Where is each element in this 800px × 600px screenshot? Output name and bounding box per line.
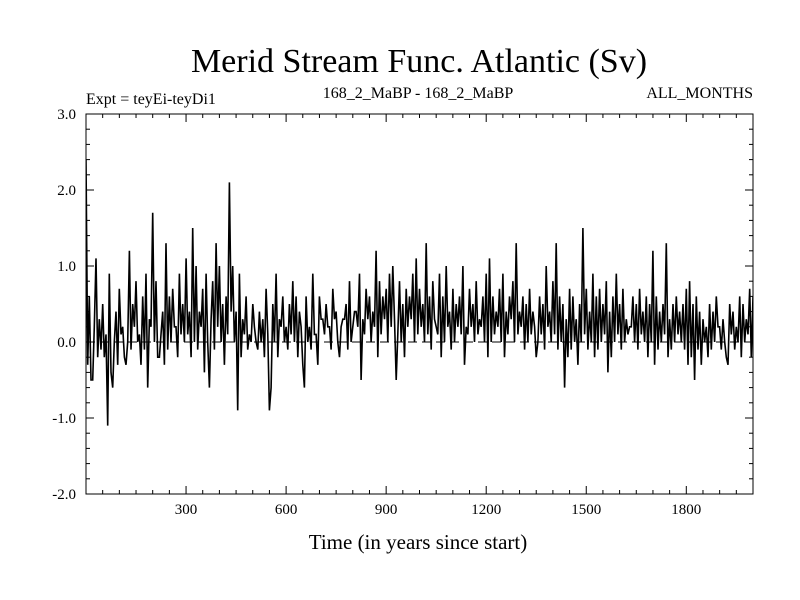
x-tick-label: 300 (175, 502, 198, 518)
chart-subtitle-left: Expt = teyEi-teyDi1 (86, 91, 216, 108)
chart-title: Merid Stream Func. Atlantic (Sv) (191, 43, 647, 80)
y-tick-label: -2.0 (52, 487, 76, 503)
y-tick-label: -1.0 (52, 411, 76, 427)
x-axis-label: Time (in years since start) (309, 530, 528, 554)
series-line-msf-atlantic (86, 159, 753, 426)
y-tick-label: 0.0 (57, 335, 76, 351)
x-tick-label: 900 (375, 502, 398, 518)
y-tick-label: 1.0 (57, 259, 76, 275)
x-tick-label: 1200 (471, 502, 501, 518)
y-tick-label: 3.0 (57, 107, 76, 123)
x-tick-label: 1800 (671, 502, 701, 518)
chart-subtitle-right: ALL_MONTHS (646, 85, 753, 102)
x-tick-label: 1500 (571, 502, 601, 518)
y-tick-label: 2.0 (57, 183, 76, 199)
chart-subtitle-center: 168_2_MaBP - 168_2_MaBP (323, 85, 514, 102)
plot-area (86, 159, 753, 426)
x-tick-label: 600 (275, 502, 298, 518)
axes: 300 600 900 1200 1500 1800 -2.0 -1.0 0.0 1.0 2.0 3.… (52, 107, 754, 518)
